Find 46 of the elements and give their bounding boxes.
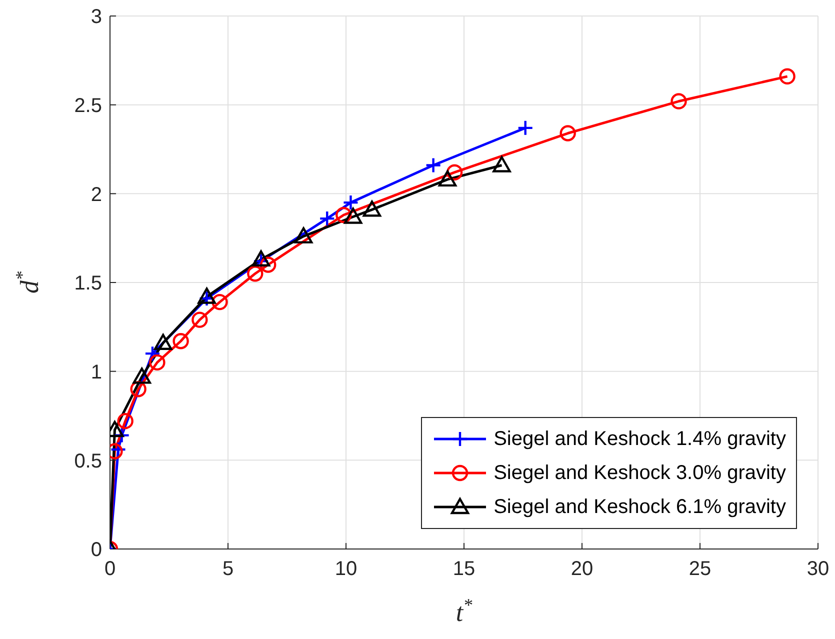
point bbox=[252, 250, 270, 267]
point bbox=[670, 93, 687, 110]
point bbox=[294, 227, 313, 244]
point bbox=[149, 354, 166, 371]
y-tick-label: 0.5 bbox=[74, 450, 102, 472]
y-tick-label: 1 bbox=[90, 361, 102, 384]
point bbox=[154, 334, 172, 350]
point bbox=[344, 208, 362, 224]
point bbox=[117, 412, 134, 430]
y-tick-label: 1.5 bbox=[74, 272, 102, 295]
point bbox=[132, 368, 151, 384]
point bbox=[172, 333, 189, 350]
legend-label: Siegel and Keshock 3.0% gravity bbox=[494, 462, 786, 484]
point bbox=[446, 164, 463, 180]
y-tick-label: 3 bbox=[90, 6, 102, 28]
x-tick-label: 20 bbox=[570, 558, 594, 580]
point bbox=[336, 206, 352, 224]
point bbox=[198, 288, 216, 304]
x-tick-label: 30 bbox=[806, 558, 830, 580]
legend-label: Siegel and Keshock 1.4% gravity bbox=[494, 428, 786, 450]
y-tick-label: 2.5 bbox=[74, 94, 102, 117]
point bbox=[192, 312, 208, 328]
point bbox=[144, 345, 161, 362]
point bbox=[779, 68, 796, 85]
point bbox=[425, 157, 442, 174]
point bbox=[342, 194, 359, 211]
x-tick-label: 15 bbox=[452, 558, 476, 580]
x-tick-label: 25 bbox=[688, 558, 712, 580]
point bbox=[362, 200, 382, 217]
y-tick-label: 0 bbox=[90, 539, 102, 562]
point bbox=[319, 210, 336, 227]
point bbox=[247, 266, 264, 282]
x-tick-label: 10 bbox=[334, 558, 358, 580]
point bbox=[130, 381, 146, 398]
x-tick-label: 5 bbox=[222, 558, 234, 580]
y-tick-label: 2 bbox=[90, 184, 102, 206]
point bbox=[560, 125, 576, 142]
point bbox=[252, 253, 270, 270]
legend-label: Siegel and Keshock 6.1% gravity bbox=[494, 496, 786, 518]
point bbox=[492, 156, 511, 172]
point bbox=[438, 170, 457, 187]
x-axis-title: t$^{*}$ bbox=[456, 595, 474, 627]
point bbox=[212, 294, 228, 310]
point bbox=[260, 256, 276, 273]
point bbox=[517, 120, 534, 136]
point bbox=[114, 427, 130, 444]
